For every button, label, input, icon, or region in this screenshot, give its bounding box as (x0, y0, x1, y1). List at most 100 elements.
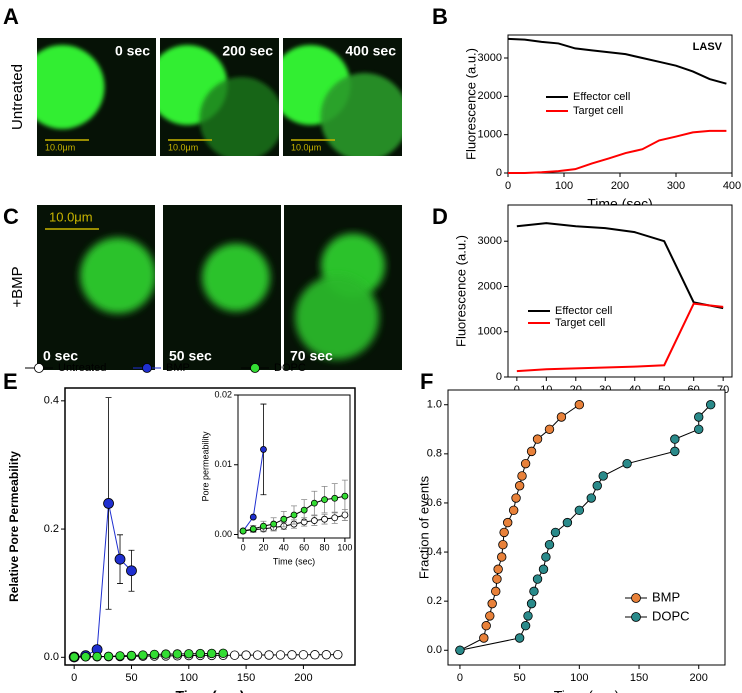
y-tick-label: 0.00 (214, 529, 232, 539)
data-point (126, 565, 137, 577)
annotation: LASV (693, 41, 723, 53)
data-point (92, 651, 102, 662)
y-axis-label: Relative Pore Permeability (7, 451, 21, 602)
data-point (80, 652, 91, 662)
micrograph (37, 205, 155, 370)
data-point (487, 598, 497, 609)
data-point (252, 650, 263, 660)
scale-bar-label: 10.0μm (45, 142, 75, 152)
data-point (705, 400, 716, 410)
y-axis-label: Fluorescence (a.u.) (453, 235, 468, 347)
legend-label: DOPC (274, 362, 306, 374)
y-tick-label: 0.0 (427, 644, 442, 656)
data-point (341, 492, 349, 500)
scale-bar-label: 10.0μm (168, 142, 198, 152)
cell (295, 275, 379, 360)
legend-label: BMP (652, 589, 680, 604)
data-point (556, 412, 567, 422)
x-tick-label: 150 (630, 672, 648, 684)
data-point (526, 598, 537, 609)
data-point (229, 650, 240, 660)
micrograph-content (160, 45, 279, 156)
micrograph (284, 205, 402, 370)
legend-label: DOPC (652, 608, 690, 623)
data-point (249, 513, 257, 521)
micrograph-content (37, 45, 105, 129)
series-line (459, 404, 712, 651)
y-tick-label: 3000 (478, 235, 502, 247)
data-point (511, 493, 521, 503)
panel-letter: B (432, 4, 448, 29)
x-tick-label: 100 (180, 672, 198, 684)
data-point (260, 522, 267, 530)
legend-marker (250, 363, 260, 373)
data-point (115, 651, 125, 661)
y-tick-label: 0 (496, 371, 502, 383)
data-point (493, 564, 503, 574)
legend-label: Effector cell (555, 305, 612, 317)
data-point (184, 649, 194, 659)
data-point (694, 424, 704, 434)
data-point (492, 574, 502, 584)
data-point (455, 645, 465, 655)
y-tick-label: 1.0 (427, 399, 442, 411)
x-tick-label: 300 (667, 180, 685, 192)
time-label: 0 sec (115, 43, 150, 59)
y-tick-label: 0.2 (44, 523, 59, 535)
data-point (499, 527, 509, 538)
data-point (239, 527, 247, 535)
plot-frame (507, 204, 733, 378)
data-point (670, 434, 680, 444)
data-point (172, 649, 183, 659)
y-axis-label: Fluorescence (a.u.) (463, 48, 478, 160)
micrograph-content (283, 45, 402, 156)
data-point (331, 494, 339, 502)
panel-letter: C (3, 204, 19, 229)
data-point (287, 650, 297, 660)
data-point (310, 650, 320, 660)
data-point (550, 527, 561, 538)
data-point (544, 539, 555, 550)
data-point (520, 458, 531, 469)
micrograph-content (295, 233, 385, 360)
y-tick-label: 2000 (478, 90, 502, 102)
y-tick-label: 0.01 (214, 459, 232, 469)
data-point (562, 517, 573, 528)
data-point (523, 611, 533, 621)
panel-letter: A (3, 4, 19, 29)
data-point (321, 515, 328, 523)
x-tick-label: 200 (690, 672, 708, 684)
data-point (280, 515, 288, 523)
y-tick-label: 0.02 (214, 389, 232, 399)
series-line (508, 129, 727, 174)
x-tick-label: 0 (241, 542, 246, 552)
y-axis-label: Pore permeability (200, 431, 210, 502)
data-point (69, 652, 79, 662)
data-point (126, 650, 137, 661)
legend-marker (34, 363, 44, 373)
legend-marker (631, 593, 641, 603)
data-point (270, 520, 278, 528)
series-line (507, 37, 727, 85)
data-point (290, 511, 298, 519)
data-point (502, 517, 513, 528)
data-point (310, 517, 318, 524)
x-tick-label: 400 (723, 180, 741, 192)
data-point (241, 650, 251, 660)
x-tick-label: 0 (71, 672, 77, 684)
data-point (497, 552, 507, 562)
condition-label: Untreated (9, 64, 26, 130)
scale-bar-label: 10.0μm (49, 209, 93, 224)
data-point (138, 650, 148, 660)
legend-label: Untreated (58, 362, 106, 374)
micrograph (163, 205, 281, 370)
micrograph (283, 38, 402, 156)
y-axis-label: Fraction of events (416, 475, 431, 579)
data-point (300, 506, 308, 514)
panel-letter: D (432, 204, 448, 229)
data-point (670, 446, 680, 457)
data-point (574, 400, 585, 410)
time-label: 70 sec (290, 348, 333, 364)
data-point (114, 553, 126, 565)
data-point (508, 505, 519, 516)
